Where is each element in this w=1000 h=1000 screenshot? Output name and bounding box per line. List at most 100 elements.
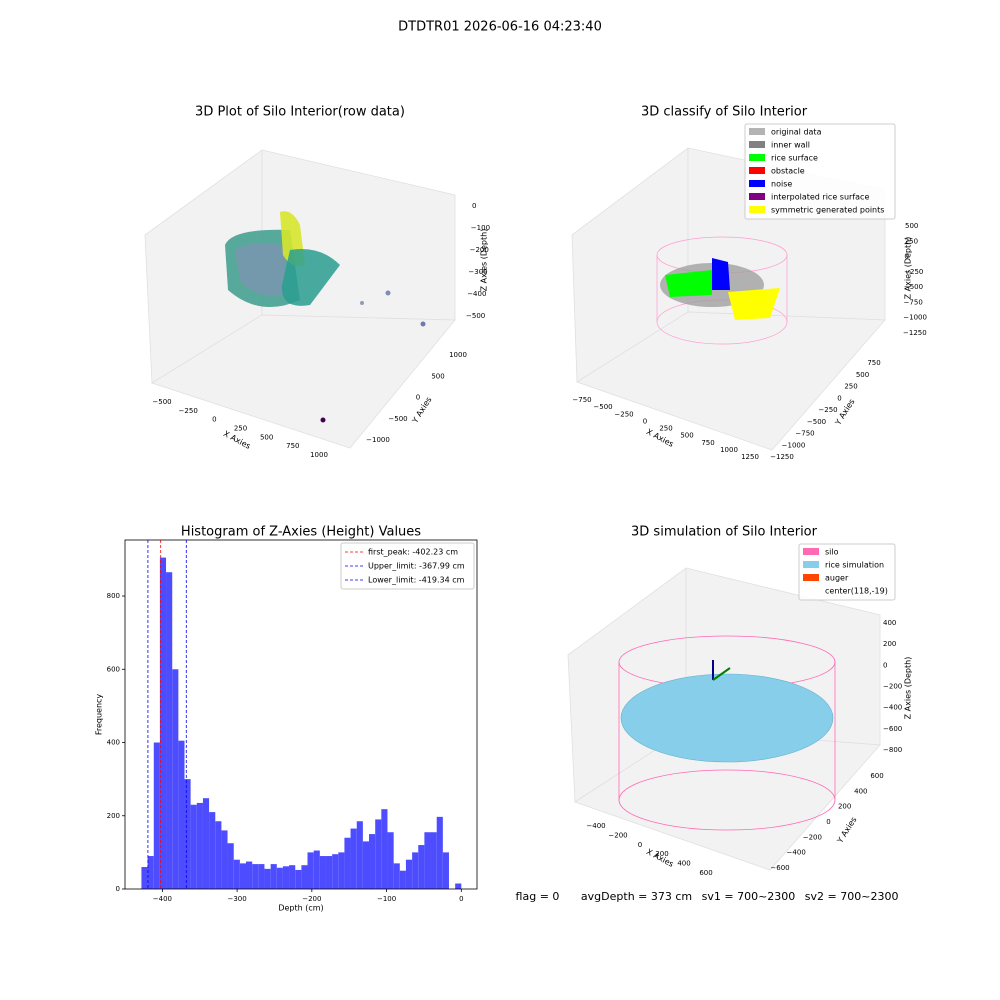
auger bbox=[712, 667, 731, 681]
legend-label: Lower_limit: -419.34 cm bbox=[368, 576, 465, 585]
bar bbox=[264, 868, 271, 889]
legend-swatch bbox=[749, 193, 765, 200]
bar bbox=[412, 852, 419, 889]
y-tick-label: −500 bbox=[807, 418, 826, 426]
bar bbox=[221, 830, 228, 889]
status-flag: flag = 0 bbox=[516, 890, 560, 903]
y-tick-label: 1000 bbox=[449, 351, 467, 359]
chart-title: 3D classify of Silo Interior bbox=[641, 105, 808, 120]
x-tick-label: 750 bbox=[701, 439, 714, 447]
legend-swatch bbox=[749, 180, 765, 187]
x-tick-label: 0 bbox=[459, 895, 463, 903]
plot-layer: 3D Plot of Silo Interior(row data)−500−2… bbox=[95, 105, 927, 913]
z-tick-label: −500 bbox=[904, 283, 923, 291]
x-tick-label: −500 bbox=[152, 398, 171, 406]
bar bbox=[307, 852, 314, 889]
z-tick-label: −500 bbox=[466, 312, 485, 320]
legend-label: obstacle bbox=[771, 167, 805, 176]
legend-label: center(118,-19) bbox=[825, 587, 888, 596]
bar bbox=[356, 821, 363, 889]
legend-swatch bbox=[749, 206, 765, 213]
z-tick-label: −200 bbox=[883, 683, 902, 691]
point-cloud bbox=[281, 249, 340, 306]
x-tick-label: −200 bbox=[608, 831, 627, 839]
bar bbox=[178, 740, 185, 889]
z-tick-label: −1250 bbox=[903, 329, 927, 337]
bar bbox=[227, 843, 234, 889]
y-tick-label: 0 bbox=[116, 885, 120, 893]
y-tick-label: 200 bbox=[107, 812, 120, 820]
y-tick-label: 500 bbox=[431, 372, 444, 380]
y-tick-label: 400 bbox=[854, 787, 867, 795]
x-tick-label: 250 bbox=[234, 425, 247, 433]
y-tick-label: −750 bbox=[795, 430, 814, 438]
bar bbox=[393, 863, 400, 889]
bar bbox=[209, 812, 216, 889]
legend-swatch bbox=[803, 574, 819, 581]
z-tick-label: −400 bbox=[883, 704, 902, 712]
bar bbox=[418, 845, 425, 889]
point bbox=[320, 417, 326, 423]
bar bbox=[239, 863, 246, 889]
bar bbox=[338, 852, 345, 889]
z-axis-label: Z Axies (Depth) bbox=[904, 657, 913, 720]
z-tick-label: −800 bbox=[883, 746, 902, 754]
bar bbox=[436, 816, 443, 889]
bar bbox=[424, 832, 431, 889]
chart-title: Histogram of Z-Axies (Height) Values bbox=[181, 525, 421, 540]
status-sv2: sv2 = 700~2300 bbox=[805, 890, 899, 903]
bar bbox=[153, 742, 160, 889]
bar bbox=[332, 854, 339, 889]
legend-label: interpolated rice surface bbox=[771, 193, 869, 202]
y-tick-label: −600 bbox=[770, 864, 789, 872]
bar bbox=[375, 819, 382, 889]
y-tick-label: 500 bbox=[856, 371, 869, 379]
y-tick-label: 750 bbox=[867, 359, 880, 367]
bar bbox=[233, 859, 240, 889]
bar bbox=[430, 832, 437, 889]
bar bbox=[319, 856, 326, 889]
point bbox=[420, 321, 426, 327]
legend-label: first_peak: -402.23 cm bbox=[368, 548, 458, 557]
y-tick-label: 200 bbox=[838, 803, 851, 811]
z-tick-label: 0 bbox=[472, 202, 476, 210]
z-tick-label: −400 bbox=[467, 290, 486, 298]
bar bbox=[282, 866, 290, 889]
axes-3d-1 bbox=[144, 149, 456, 449]
bar bbox=[387, 832, 394, 889]
bar bbox=[325, 856, 333, 889]
x-axis-label: Depth (cm) bbox=[278, 904, 323, 913]
bar bbox=[159, 557, 167, 889]
legend-label: original data bbox=[771, 128, 822, 137]
pane bbox=[574, 729, 881, 871]
x-tick-label: 1000 bbox=[310, 451, 328, 459]
z-tick-label: 250 bbox=[905, 237, 918, 245]
legend-label: rice surface bbox=[771, 154, 818, 163]
axes-3d-3 bbox=[567, 567, 881, 871]
z-tick-label: 0 bbox=[883, 661, 887, 669]
legend-label: auger bbox=[825, 574, 849, 583]
z-tick-label: −600 bbox=[883, 725, 902, 733]
figure-title: DTDTR01 2026-06-16 04:23:40 bbox=[398, 20, 602, 35]
x-tick-label: −250 bbox=[179, 407, 198, 415]
legend-label: symmetric generated points bbox=[771, 206, 884, 215]
chart-title: 3D simulation of Silo Interior bbox=[631, 525, 818, 540]
z-tick-label: −750 bbox=[904, 298, 923, 306]
x-tick-label: −400 bbox=[586, 822, 605, 830]
y-tick-label: 600 bbox=[107, 665, 120, 673]
x-tick-label: 1000 bbox=[720, 446, 738, 454]
bar bbox=[190, 804, 197, 889]
y-tick-label: 600 bbox=[870, 772, 883, 780]
y-axis-label: Frequency bbox=[95, 694, 104, 736]
y-tick-label: −250 bbox=[818, 406, 837, 414]
z-tick-label: −100 bbox=[471, 224, 490, 232]
x-tick-label: −500 bbox=[593, 403, 612, 411]
axes-frame bbox=[124, 539, 478, 890]
symmetric-points bbox=[728, 288, 780, 320]
bar bbox=[369, 834, 376, 889]
legend-swatch bbox=[749, 141, 765, 148]
z-tick-label: 400 bbox=[883, 619, 896, 627]
legend-label: inner wall bbox=[771, 141, 810, 150]
rice-surface bbox=[665, 270, 712, 297]
x-tick-label: −750 bbox=[572, 396, 591, 404]
